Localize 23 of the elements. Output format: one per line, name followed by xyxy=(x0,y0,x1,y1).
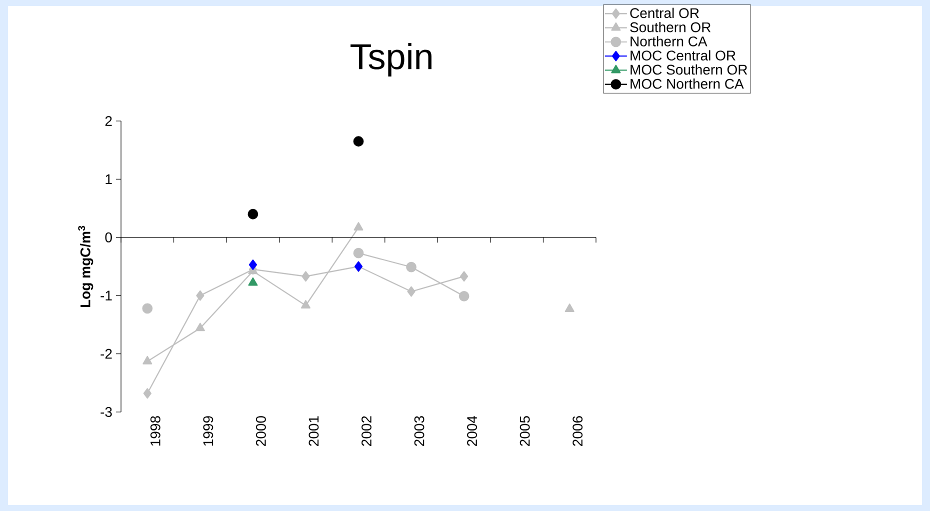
x-tick-label: 2006 xyxy=(572,416,583,446)
chart-title: Tspin xyxy=(350,42,432,77)
y-tick-label: 2 xyxy=(105,116,112,126)
y-tick-label: -1 xyxy=(100,290,112,300)
x-tick-label: 2005 xyxy=(520,416,530,446)
x-tick-label: 2004 xyxy=(467,416,478,446)
x-tick-label: 2000 xyxy=(256,416,266,446)
legend-label: MOC Central OR xyxy=(630,50,736,61)
x-tick-label: 1999 xyxy=(203,416,214,446)
legend-label: Southern OR xyxy=(630,22,711,32)
y-tick-label: -3 xyxy=(100,407,112,417)
y-tick-label: 1 xyxy=(106,174,112,184)
legend-label: Northern CA xyxy=(630,36,708,46)
legend-label: Central OR xyxy=(630,8,699,18)
x-tick-label: 2001 xyxy=(308,416,319,446)
x-tick-label: 1998 xyxy=(150,416,160,446)
x-tick-label: 2003 xyxy=(414,416,424,446)
y-tick-label: 0 xyxy=(105,232,112,242)
legend-label: MOC Northern CA xyxy=(630,78,744,89)
y-axis-title: Log mgC/m$^{3}$ xyxy=(78,226,94,308)
legend-label: MOC Southern OR xyxy=(630,64,748,75)
y-tick-label: -2 xyxy=(100,348,112,359)
x-tick-label: 2002 xyxy=(362,416,372,446)
